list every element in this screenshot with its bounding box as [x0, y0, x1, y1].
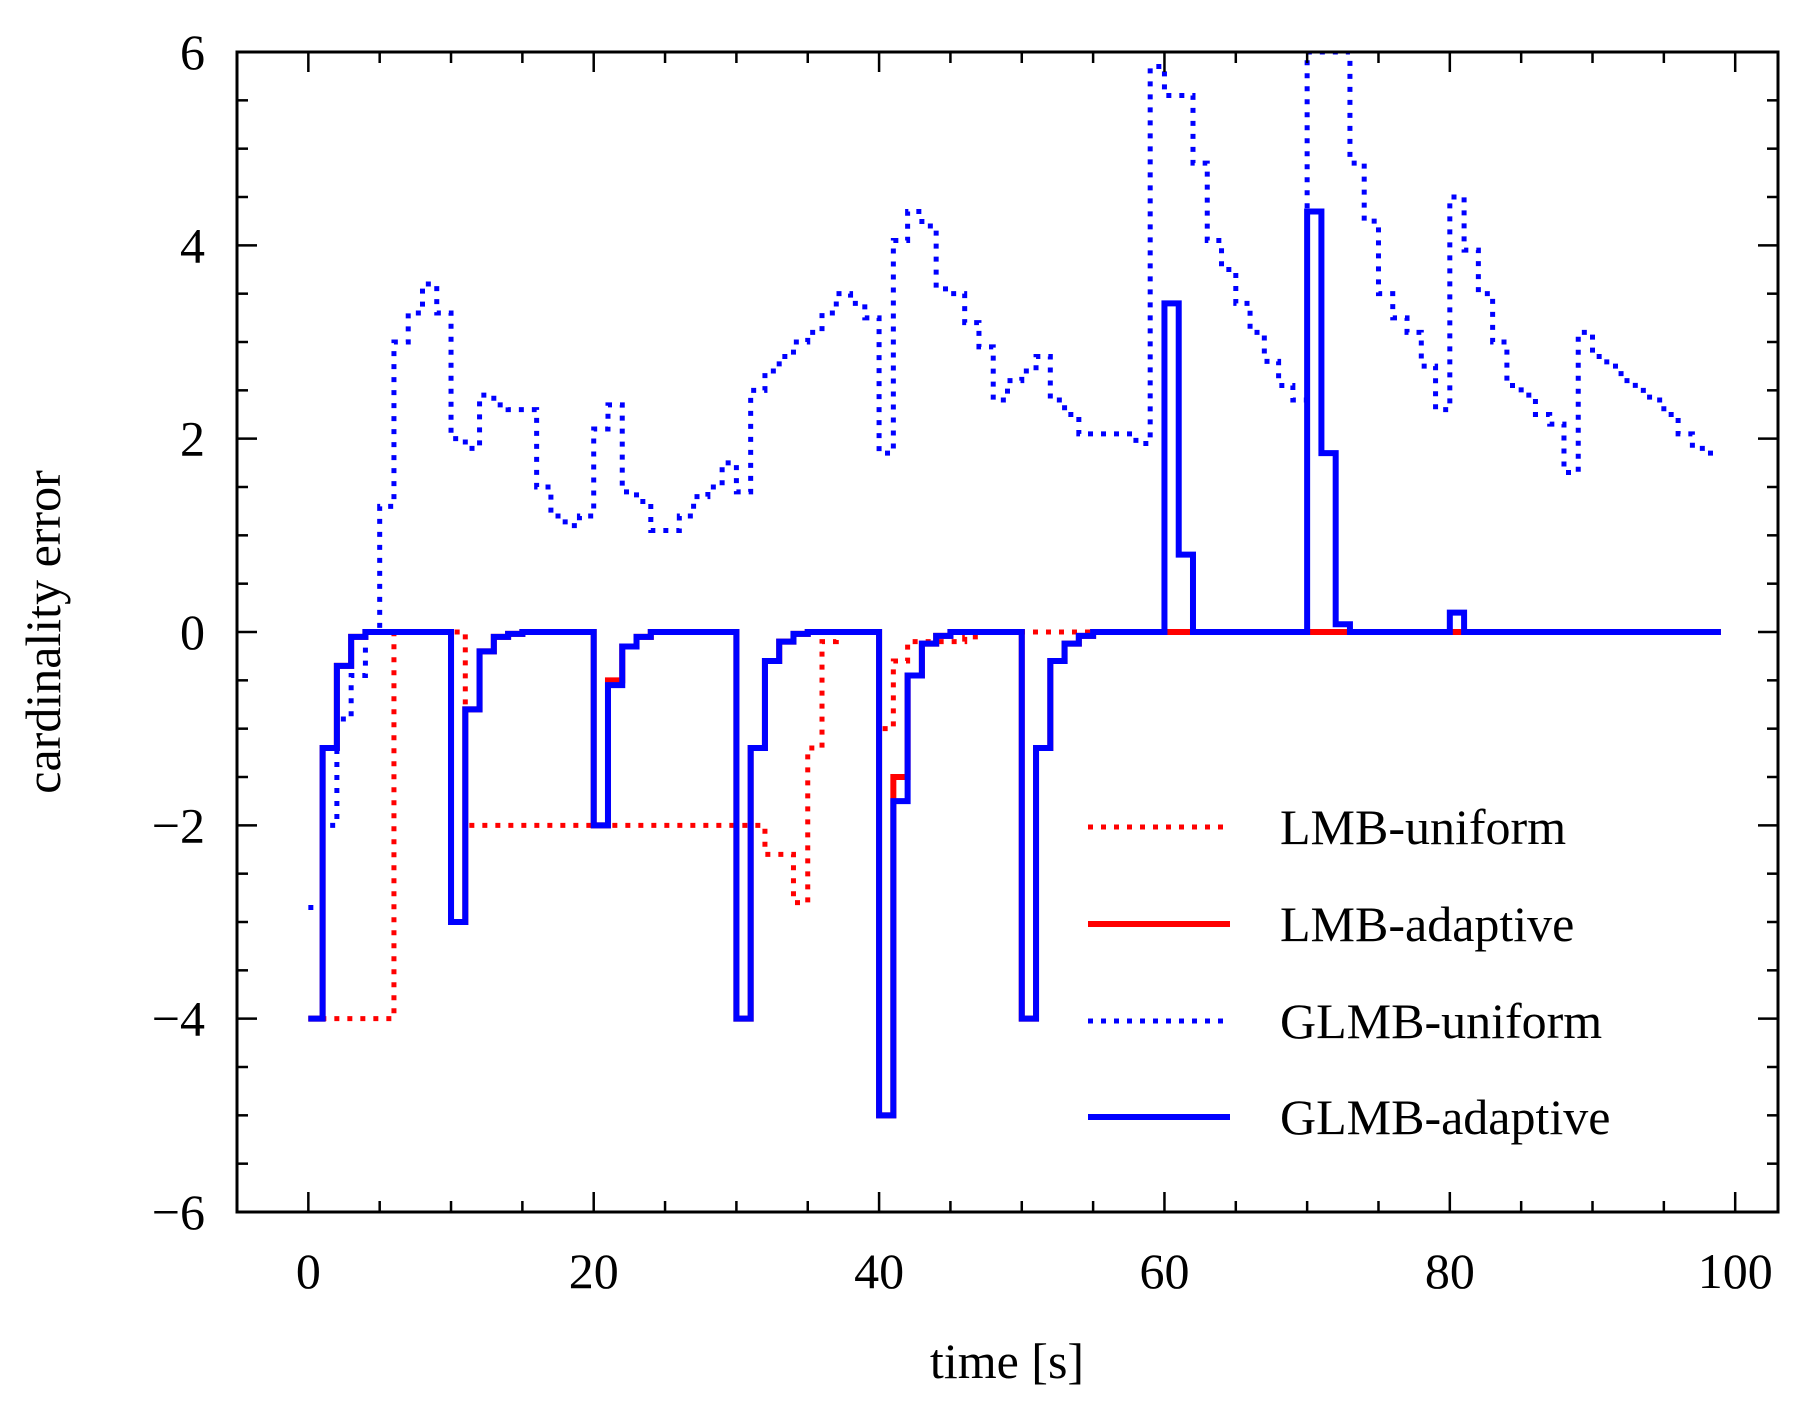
series-layer [308, 52, 1721, 1119]
x-tick-label: 40 [854, 1243, 904, 1299]
legend-label-glmb-uniform: GLMB-uniform [1280, 993, 1602, 1049]
y-axis-label: cardinality error [15, 470, 71, 794]
y-tick-label: 6 [180, 24, 205, 80]
x-tick-label: 20 [569, 1243, 619, 1299]
x-tick-label: 60 [1139, 1243, 1189, 1299]
legend: LMB-uniform LMB-adaptive GLMB-uniform GLMB-… [1088, 799, 1610, 1145]
x-axis-label: time [s] [930, 1333, 1084, 1389]
x-tick-label: 0 [296, 1243, 321, 1299]
y-tick-label: 2 [180, 411, 205, 467]
y-tick-label: −6 [152, 1184, 205, 1240]
legend-label-lmb-uniform: LMB-uniform [1280, 799, 1566, 855]
labels-layer: 0 20 40 60 80 100 −6 −4 −2 0 2 4 6 [152, 24, 1773, 1299]
y-tick-label: 0 [180, 604, 205, 660]
y-tick-label: 4 [180, 217, 205, 273]
legend-label-lmb-adaptive: LMB-adaptive [1280, 896, 1574, 952]
x-tick-label: 80 [1425, 1243, 1475, 1299]
plot-frame [235, 50, 1780, 1214]
ticks-layer [237, 50, 1778, 1214]
y-tick-label: −2 [152, 797, 205, 853]
legend-label-glmb-adaptive: GLMB-adaptive [1280, 1089, 1610, 1145]
series-glmb-adaptive-line [308, 208, 1721, 1119]
y-tick-label: −4 [152, 991, 205, 1047]
x-tick-label: 100 [1698, 1243, 1773, 1299]
